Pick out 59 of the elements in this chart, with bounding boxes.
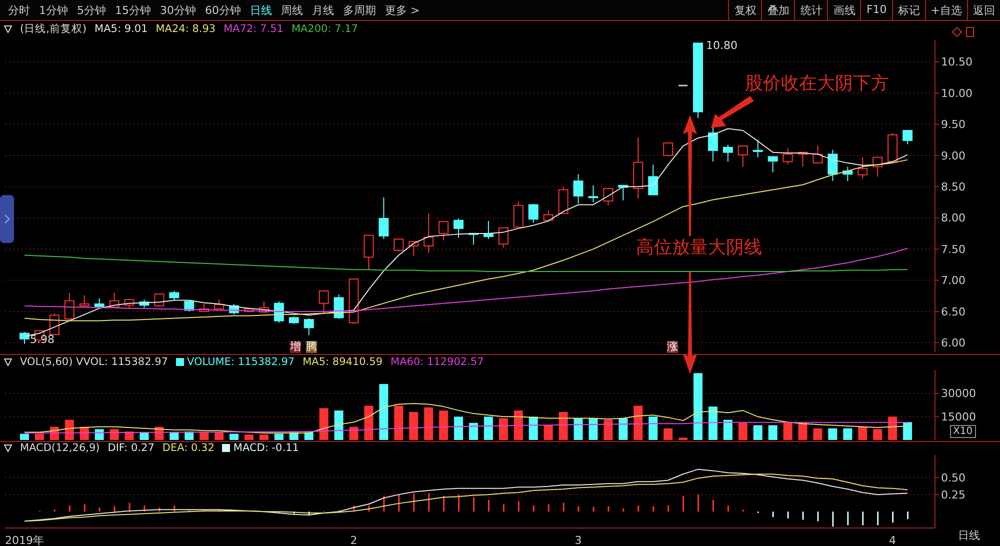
text: X10	[950, 425, 976, 438]
text: DEA: 0.32	[162, 442, 214, 454]
y-tick-label: 7.00	[941, 274, 966, 288]
text: 15分钟	[115, 2, 151, 18]
annotation: 增	[290, 340, 301, 354]
annotation: 5.98	[30, 333, 54, 346]
annotation: 腾	[306, 340, 317, 354]
text: 标记	[892, 0, 925, 20]
y-tick-label: 10.50	[941, 56, 972, 69]
annotation: 股价收在大阴下方	[745, 73, 889, 94]
x-tick-label: 3	[574, 534, 582, 546]
text: 复权	[728, 0, 762, 20]
y-tick-label: 6.50	[941, 305, 966, 318]
text: MA5: 89410.59	[302, 356, 383, 368]
text: 日线	[250, 2, 272, 18]
y-tick-label: 15000	[941, 410, 976, 424]
text: 60分钟	[205, 2, 241, 18]
text: MA72: 7.51	[224, 23, 284, 35]
text: MA60: 112902.57	[390, 356, 484, 368]
text: 更多 >	[385, 2, 420, 18]
text: 月线	[312, 2, 334, 18]
legend-label: VOLUME: 115382.97	[186, 356, 295, 368]
text: 5分钟	[77, 2, 106, 18]
y-tick-label: 8.00	[941, 212, 966, 225]
text: MA24: 8.93	[156, 23, 216, 35]
annotation: 10.80	[706, 39, 738, 52]
y-tick-label: 9.50	[941, 118, 966, 132]
text: 周线	[281, 2, 303, 18]
annotation: 涨	[667, 340, 678, 354]
y-tick-label: 9.00	[941, 149, 966, 162]
text: 叠加	[761, 0, 794, 20]
text: MA200: 7.17	[291, 23, 358, 35]
y-tick-label: 10.00	[941, 86, 972, 100]
chart-title: (日线,前复权)	[20, 22, 87, 36]
text: 1分钟	[39, 2, 68, 18]
text: MA5: 9.01	[94, 23, 148, 35]
x-tick-label: 4	[889, 534, 896, 546]
chart-title: MACD(12,26,9)	[20, 442, 100, 454]
y-tick-label: 0.25	[941, 488, 966, 502]
y-tick-label: 7.50	[941, 242, 966, 256]
y-tick-label: 0.50	[941, 471, 966, 484]
text: 日线	[958, 529, 980, 542]
text: 多周期	[343, 2, 376, 18]
y-tick-label: 30000	[941, 387, 976, 400]
text: 统计	[794, 0, 828, 20]
text: 返回	[967, 0, 1000, 20]
annotation: 高位放量大阴线	[636, 237, 762, 258]
text: 30分钟	[160, 2, 196, 18]
chart-title: VOL(5,60) VVOL: 115382.97	[20, 356, 168, 368]
y-tick-label: 8.50	[941, 180, 966, 194]
text: +自选	[924, 0, 967, 20]
text: DIF: 0.27	[108, 442, 154, 454]
y-tick-label: 6.00	[941, 336, 966, 350]
x-tick-label: 2	[350, 534, 358, 546]
legend-label: MACD: -0.11	[233, 442, 299, 454]
x-tick-label: 2019年	[4, 534, 44, 546]
text: 画线	[827, 0, 860, 20]
text: F10	[860, 0, 892, 20]
text: 分时	[8, 2, 30, 18]
